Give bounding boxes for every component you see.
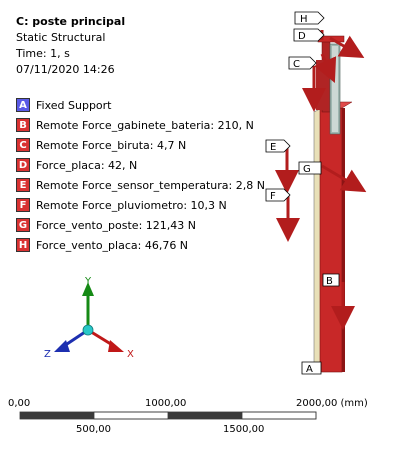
legend-label-c: Remote Force_biruta: 4,7 N [36,138,187,152]
callout-f-text: F [270,191,276,202]
legend-label-d: Force_placa: 42, N [36,158,138,172]
callout-e-text: E [270,142,276,153]
legend-letter-f: F [16,198,30,212]
legend-letter-d: D [16,158,30,172]
scale-label-1000: 1000,00 [145,398,187,409]
legend-label-h: Force_vento_placa: 46,76 N [36,238,189,252]
scale-label-0: 0,00 [8,398,31,409]
legend-item-e[interactable]: E Remote Force_sensor_temperatura: 2,8 N [16,175,265,195]
callout-a-text: A [306,364,313,375]
callout-d-text: D [298,31,306,42]
analysis-type: Static Structural [16,31,106,44]
legend-item-d[interactable]: D Force_placa: 42, N [16,155,265,175]
legend-letter-c: C [16,138,30,152]
legend-item-h[interactable]: H Force_vento_placa: 46,76 N [16,235,265,255]
scale-bar [19,411,317,420]
callout-g[interactable]: G [298,161,322,175]
callout-f[interactable]: F [265,188,291,202]
x-axis-head [108,340,124,352]
scale-label-2000: 2000,00 (mm) [296,398,368,409]
callout-e[interactable]: E [265,139,291,153]
legend-letter-e: E [16,178,30,192]
legend-letter-a: A [16,98,30,112]
callout-h-text: H [300,14,308,25]
boundary-legend: A Fixed Support B Remote Force_gabinete_… [16,95,265,255]
legend-item-b[interactable]: B Remote Force_gabinete_bateria: 210, N [16,115,265,135]
callout-c[interactable]: C [288,56,317,70]
result-title: C: poste principal [16,15,126,28]
pole-geometry[interactable] [313,35,353,375]
legend-item-f[interactable]: F Remote Force_pluviometro: 10,3 N [16,195,265,215]
legend-letter-h: H [16,238,30,252]
callout-h[interactable]: H [294,11,325,25]
legend-item-g[interactable]: G Force_vento_poste: 121,43 N [16,215,265,235]
legend-label-f: Remote Force_pluviometro: 10,3 N [36,198,227,212]
legend-label-b: Remote Force_gabinete_bateria: 210, N [36,118,254,132]
legend-item-a[interactable]: A Fixed Support [16,95,265,115]
axis-triad[interactable]: Y X Z [44,276,134,360]
callout-b-text: B [326,276,333,287]
scale-label-1500: 1500,00 [223,424,265,435]
z-axis-label: Z [44,349,51,360]
legend-letter-g: G [16,218,30,232]
legend-label-e: Remote Force_sensor_temperatura: 2,8 N [36,178,265,192]
callout-a[interactable]: A [301,361,322,375]
x-axis-label: X [127,349,134,360]
date-label: 07/11/2020 14:26 [16,63,115,76]
legend-item-c[interactable]: C Remote Force_biruta: 4,7 N [16,135,265,155]
callout-d[interactable]: D [293,28,325,42]
legend-label-g: Force_vento_poste: 121,43 N [36,218,196,232]
legend-letter-b: B [16,118,30,132]
time-label: Time: 1, s [16,47,70,60]
legend-label-a: Fixed Support [36,98,112,112]
callout-g-text: G [303,164,311,175]
callout-c-text: C [293,59,300,70]
z-axis-head [54,340,70,352]
force-arrows [275,30,367,330]
scale-label-500: 500,00 [76,424,111,435]
y-axis-head [82,282,94,296]
y-axis-label: Y [84,276,92,287]
triad-origin [82,324,94,336]
callout-b[interactable]: B [322,273,340,287]
